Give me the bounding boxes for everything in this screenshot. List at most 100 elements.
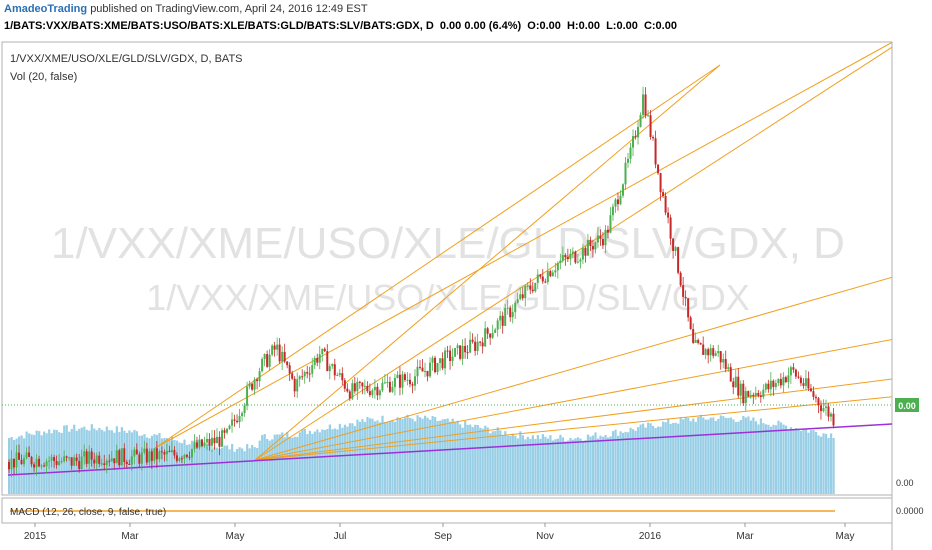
- candle-body: [261, 358, 264, 372]
- volume-bar: [556, 438, 560, 494]
- candle-body: [268, 354, 271, 367]
- candle-body: [466, 352, 469, 354]
- candle-body: [193, 442, 196, 450]
- last-price-label: 0.00: [898, 401, 916, 411]
- watermark-line2: 1/VXX/XME/USO/XLE/GLD/SLV/GDX: [146, 277, 750, 318]
- candle-body: [744, 391, 747, 404]
- volume-bar: [549, 435, 552, 494]
- volume-bar: [789, 427, 793, 494]
- candle-body: [356, 381, 359, 392]
- candle-body: [363, 385, 366, 387]
- candle-body: [561, 255, 564, 261]
- candle-body: [579, 259, 582, 262]
- volume-bar: [509, 435, 512, 494]
- candle-body: [371, 390, 374, 396]
- candle-body: [18, 452, 21, 460]
- candle-body: [85, 451, 88, 464]
- candle-body: [145, 448, 148, 463]
- candle-body: [333, 364, 336, 376]
- candle-body: [479, 341, 482, 343]
- candle-body: [218, 436, 221, 447]
- volume-bar: [368, 418, 372, 494]
- volume-bar: [576, 437, 580, 494]
- volume-bar: [529, 438, 532, 494]
- volume-bar: [694, 421, 697, 494]
- candle-body: [143, 448, 146, 453]
- candlesticks: [8, 86, 835, 477]
- candle-body: [749, 394, 752, 397]
- volume-bar: [779, 422, 783, 494]
- volume-bar: [333, 428, 336, 494]
- candle-body: [829, 413, 832, 417]
- volume-bar: [326, 428, 329, 494]
- volume-bar: [569, 437, 572, 494]
- volume-bar: [727, 418, 730, 494]
- candle-body: [413, 376, 416, 386]
- volume-bar: [704, 419, 707, 494]
- volume-bar: [787, 430, 790, 494]
- time-axis[interactable]: 2015 Mar May Jul Sep Nov 2016 Mar May: [24, 523, 855, 542]
- candle-body: [353, 383, 356, 392]
- volume-bar: [819, 436, 823, 494]
- candle-body: [125, 461, 128, 464]
- volume-bar: [654, 428, 657, 494]
- trendline: [254, 339, 892, 461]
- volume-bar: [276, 434, 279, 494]
- candle-body: [439, 358, 442, 363]
- volume-bar: [499, 430, 502, 494]
- candle-body: [426, 370, 429, 377]
- candle-body: [243, 405, 246, 414]
- volume-bar: [351, 423, 354, 494]
- ohlc-close: C:0.00: [643, 20, 677, 32]
- candle-body: [213, 437, 216, 444]
- author-name[interactable]: AmadeoTrading: [4, 3, 88, 15]
- volume-bar: [684, 417, 687, 494]
- candle-body: [601, 238, 604, 246]
- candle-body: [654, 138, 657, 165]
- candle-body: [471, 339, 474, 342]
- candle-body: [348, 391, 351, 399]
- volume-bar: [451, 418, 454, 494]
- candle-body: [308, 373, 311, 375]
- candle-body: [767, 383, 770, 390]
- volume-bar: [188, 444, 191, 494]
- candle-body: [110, 458, 113, 462]
- support-line[interactable]: [7, 423, 892, 476]
- candle-body: [123, 448, 126, 462]
- candle-body: [135, 449, 138, 455]
- volume-bar: [361, 419, 364, 494]
- candle-body: [45, 461, 48, 467]
- candle-body: [103, 463, 106, 465]
- volume-bar: [298, 432, 301, 494]
- candle-body: [551, 272, 554, 277]
- candle-body: [606, 229, 609, 233]
- volume-bar: [236, 448, 239, 494]
- volume-bar: [729, 417, 732, 494]
- volume-bar: [193, 440, 196, 494]
- trendline: [154, 42, 892, 449]
- volume-bar: [226, 445, 229, 494]
- candle-body: [664, 195, 667, 213]
- candle-body: [536, 274, 539, 283]
- candle-body: [424, 370, 427, 372]
- candle-body: [175, 455, 178, 461]
- candle-body: [501, 315, 504, 326]
- candle-body: [70, 457, 73, 466]
- volume-label: Vol (20, false): [10, 71, 77, 83]
- volume-bar: [662, 421, 665, 494]
- volume-bar: [418, 417, 422, 494]
- volume-bar: [824, 433, 828, 494]
- candle-body: [652, 136, 655, 139]
- volume-bar: [444, 419, 447, 494]
- volume-bar: [829, 433, 833, 494]
- candle-body: [411, 384, 414, 386]
- volume-bar: [328, 424, 331, 494]
- candle-body: [576, 261, 579, 263]
- candle-body: [216, 436, 219, 444]
- candle-body: [266, 354, 269, 367]
- candle-body: [90, 451, 93, 460]
- macd-axis-label: 0.0000: [896, 506, 924, 516]
- volume-bar: [752, 417, 755, 494]
- candle-body: [571, 251, 574, 254]
